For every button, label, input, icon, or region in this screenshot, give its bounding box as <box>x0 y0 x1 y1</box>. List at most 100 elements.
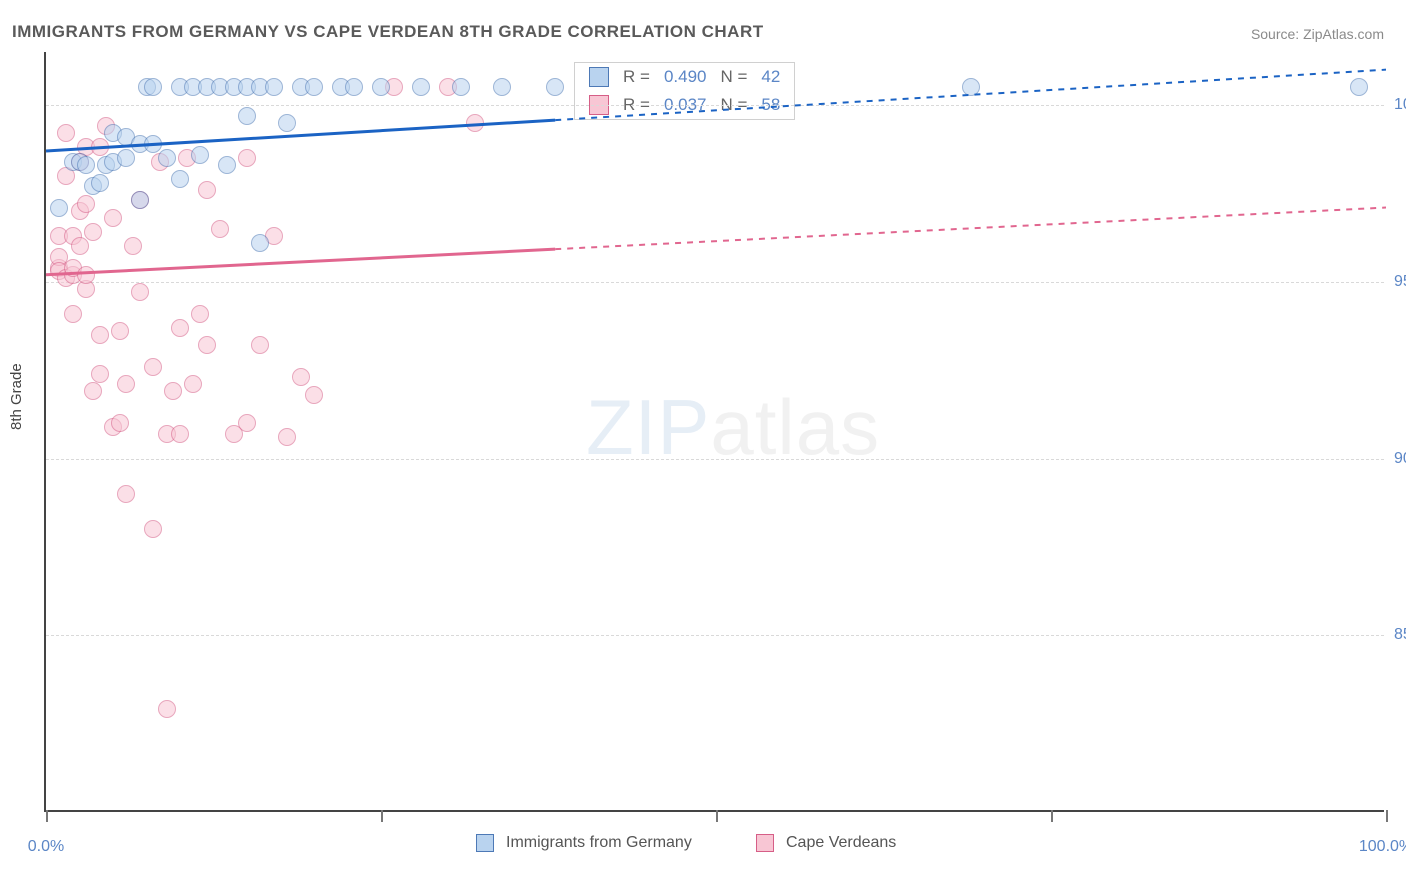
point-germany <box>71 153 89 171</box>
point-capeverde <box>91 138 109 156</box>
point-capeverde <box>164 382 182 400</box>
point-capeverde <box>50 227 68 245</box>
plot-area: ZIPatlas R = 0.490 N = 42 R = 0.037 N = … <box>44 52 1384 812</box>
x-tick-label: 0.0% <box>28 838 64 856</box>
point-germany <box>158 149 176 167</box>
point-capeverde <box>64 305 82 323</box>
point-germany <box>198 78 216 96</box>
trend-overlay <box>46 52 1386 812</box>
point-capeverde <box>131 283 149 301</box>
chart-container: IMMIGRANTS FROM GERMANY VS CAPE VERDEAN … <box>0 0 1406 892</box>
x-tick-mark <box>381 810 383 822</box>
point-capeverde <box>144 358 162 376</box>
x-tick-mark <box>1051 810 1053 822</box>
point-germany <box>251 78 269 96</box>
point-germany <box>117 149 135 167</box>
point-capeverde <box>265 227 283 245</box>
point-germany <box>962 78 980 96</box>
point-germany <box>218 156 236 174</box>
legend-swatch-capeverde <box>756 834 774 852</box>
point-germany <box>292 78 310 96</box>
point-capeverde <box>158 700 176 718</box>
point-capeverde <box>111 322 129 340</box>
point-capeverde <box>151 153 169 171</box>
point-germany <box>84 177 102 195</box>
source-attribution: Source: ZipAtlas.com <box>1251 26 1384 42</box>
point-capeverde <box>238 414 256 432</box>
point-capeverde <box>178 149 196 167</box>
point-germany <box>345 78 363 96</box>
point-germany <box>211 78 229 96</box>
point-germany <box>225 78 243 96</box>
point-capeverde <box>198 181 216 199</box>
point-capeverde <box>71 202 89 220</box>
point-capeverde <box>131 191 149 209</box>
point-capeverde <box>57 124 75 142</box>
legend-capeverde: Cape Verdeans <box>756 834 896 852</box>
point-capeverde <box>50 248 68 266</box>
point-germany <box>171 170 189 188</box>
point-capeverde <box>50 259 68 277</box>
point-germany <box>104 153 122 171</box>
point-capeverde <box>104 418 122 436</box>
point-capeverde <box>57 269 75 287</box>
point-germany <box>91 174 109 192</box>
point-germany <box>265 78 283 96</box>
x-tick-mark <box>46 810 48 822</box>
y-tick-label: 90.0% <box>1394 450 1406 468</box>
point-capeverde <box>84 223 102 241</box>
point-capeverde <box>104 209 122 227</box>
point-germany <box>104 124 122 142</box>
y-tick-label: 95.0% <box>1394 273 1406 291</box>
legend-label-germany: Immigrants from Germany <box>506 834 692 852</box>
gridline-h <box>46 635 1384 636</box>
point-germany <box>191 146 209 164</box>
point-capeverde <box>117 485 135 503</box>
stats-label-r: R = <box>623 67 650 87</box>
point-capeverde <box>191 305 209 323</box>
legend-label-capeverde: Cape Verdeans <box>786 834 896 852</box>
point-capeverde <box>211 220 229 238</box>
point-germany <box>278 114 296 132</box>
point-capeverde <box>91 365 109 383</box>
gridline-h <box>46 105 1384 106</box>
point-capeverde <box>77 195 95 213</box>
point-germany <box>171 78 189 96</box>
point-capeverde <box>238 149 256 167</box>
point-germany <box>251 234 269 252</box>
point-capeverde <box>466 114 484 132</box>
point-germany <box>412 78 430 96</box>
point-capeverde <box>171 319 189 337</box>
y-tick-label: 85.0% <box>1394 626 1406 644</box>
stats-box: R = 0.490 N = 42 R = 0.037 N = 58 <box>574 62 795 120</box>
gridline-h <box>46 459 1384 460</box>
point-capeverde <box>171 425 189 443</box>
trendline-germany <box>46 120 555 151</box>
legend-germany: Immigrants from Germany <box>476 834 692 852</box>
stats-row-germany: R = 0.490 N = 42 <box>575 63 794 91</box>
point-germany <box>305 78 323 96</box>
point-germany <box>184 78 202 96</box>
point-capeverde <box>84 382 102 400</box>
point-capeverde <box>57 167 75 185</box>
point-capeverde <box>64 227 82 245</box>
point-capeverde <box>278 428 296 446</box>
stats-value-n-germany: 42 <box>761 67 780 87</box>
point-capeverde <box>71 153 89 171</box>
point-germany <box>546 78 564 96</box>
point-germany <box>452 78 470 96</box>
point-capeverde <box>91 326 109 344</box>
chart-title: IMMIGRANTS FROM GERMANY VS CAPE VERDEAN … <box>12 22 764 42</box>
gridline-h <box>46 282 1384 283</box>
point-germany <box>131 191 149 209</box>
y-tick-label: 100.0% <box>1394 96 1406 114</box>
point-capeverde <box>198 336 216 354</box>
stats-value-r-germany: 0.490 <box>664 67 707 87</box>
point-capeverde <box>385 78 403 96</box>
point-germany <box>117 128 135 146</box>
point-capeverde <box>124 237 142 255</box>
point-capeverde <box>71 237 89 255</box>
point-capeverde <box>64 259 82 277</box>
point-germany <box>50 199 68 217</box>
point-germany <box>131 135 149 153</box>
